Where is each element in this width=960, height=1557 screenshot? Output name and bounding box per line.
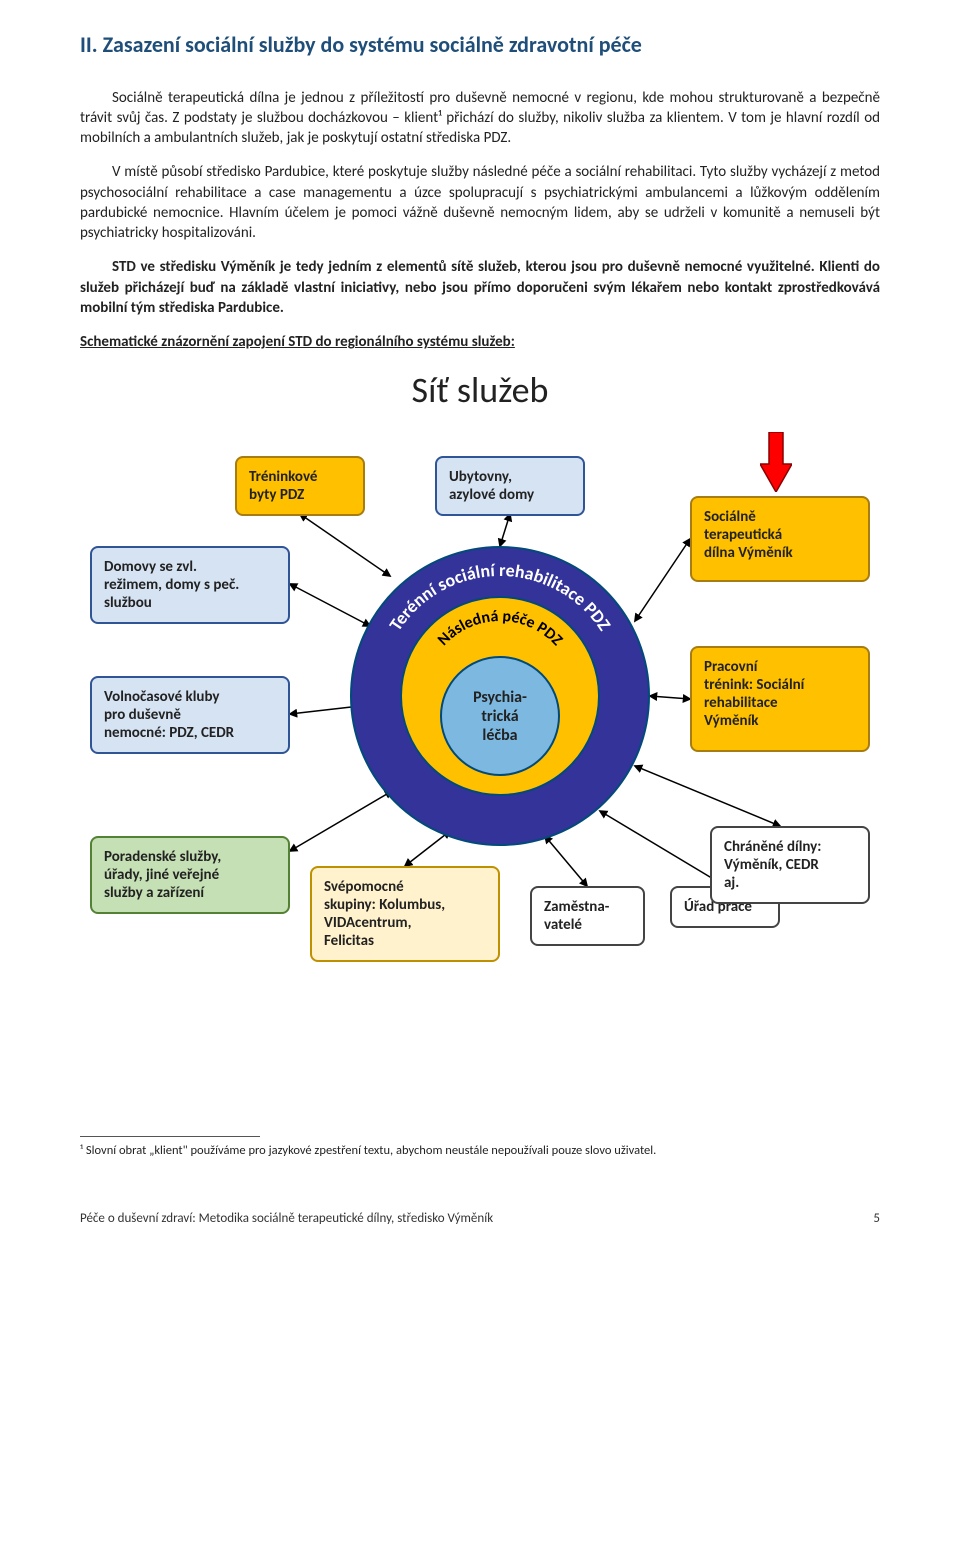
diagram-node-n1: Tréninkové byty PDZ (235, 456, 365, 516)
paragraph-2: V místě působí středisko Pardubice, kter… (80, 162, 880, 243)
paragraph-1: Sociálně terapeutická dílna je jednou z … (80, 88, 880, 149)
diagram-node-n6: Pracovní trénink: Sociální rehabilitace … (690, 646, 870, 752)
diagram-node-n5: Sociálně terapeutická dílna Výměník (690, 496, 870, 582)
diagram-node-n2: Ubytovny, azylové domy (435, 456, 585, 516)
page-number: 5 (873, 1210, 880, 1228)
network-diagram: Síť služeb Psychia- trická léčba Terénní… (80, 366, 880, 1066)
footer-left: Péče o duševní zdraví: Metodika sociálně… (80, 1210, 493, 1228)
diagram-node-n7: Poradenské služby, úřady, jiné veřejné s… (90, 836, 290, 914)
footnote-text: ¹ Slovní obrat „klient" používáme pro ja… (80, 1143, 880, 1159)
diagram-node-n4: Volnočasové kluby pro duševně nemocné: P… (90, 676, 290, 754)
schematic-label: Schematické znázornění zapojení STD do r… (80, 332, 880, 352)
diagram-title: Síť služeb (80, 366, 880, 415)
inner-circle-label: Psychia- trická léčba (473, 688, 527, 746)
highlight-arrow-icon (760, 432, 792, 492)
diagram-node-n9: Zaměstna- vatelé (530, 886, 645, 946)
diagram-node-n3: Domovy se zvl. režimem, domy s peč. služ… (90, 546, 290, 624)
paragraph-3: STD ve středisku Výměník je tedy jedním … (80, 257, 880, 318)
inner-circle: Psychia- trická léčba (440, 656, 560, 776)
para3-sentence1: STD ve středisku Výměník je tedy jedním … (112, 258, 815, 276)
section-heading: II. Zasazení sociální služby do systému … (80, 30, 880, 60)
diagram-node-n8: Svépomocné skupiny: Kolumbus, VIDAcentru… (310, 866, 500, 962)
diagram-node-n11: Chráněné dílny: Výměník, CEDR aj. (710, 826, 870, 904)
footnote-separator (80, 1136, 260, 1137)
page-footer: Péče o duševní zdraví: Metodika sociálně… (80, 1210, 880, 1228)
